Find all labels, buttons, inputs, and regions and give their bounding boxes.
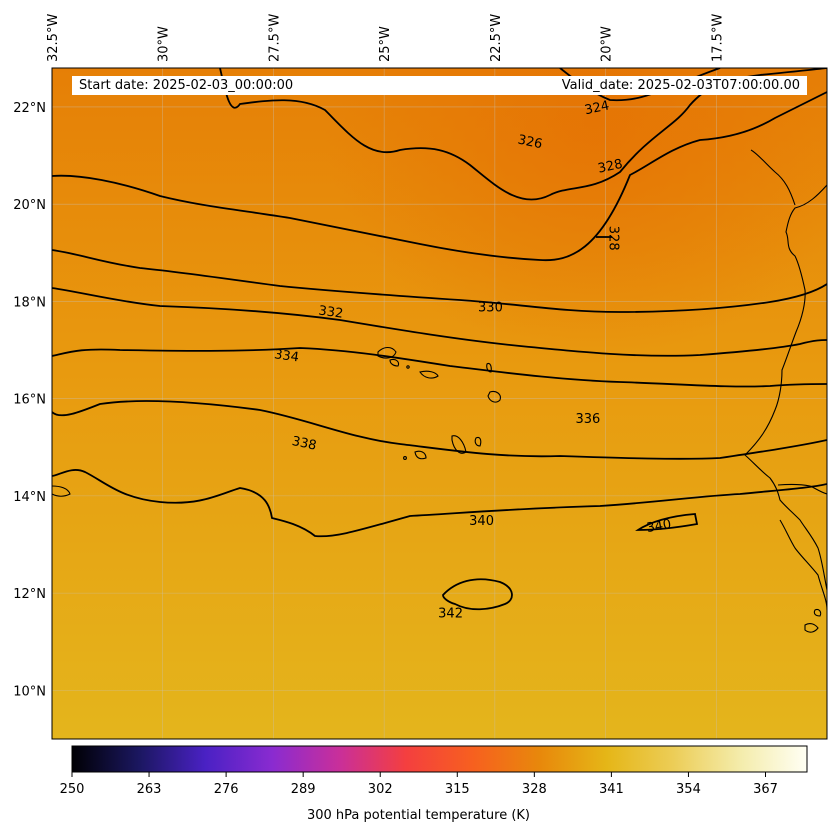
contour-label-text-9: 340 [469,514,494,529]
contour-label-10: 340 [645,517,672,536]
guinea-coast-detail [779,519,827,611]
contour-label-11: 342 [438,607,463,622]
contour-lines [52,68,827,611]
contour-336 [52,400,827,460]
contour-label-text-6: 334 [273,347,300,365]
colorbar-label: 300 hPa potential temperature (K) [306,808,530,823]
contour-label-text-1: 326 [516,132,543,152]
colorbar-tick-label-5: 315 [445,782,470,797]
contour-label-9: 340 [469,514,494,529]
contour-label-text-11: 342 [438,607,463,622]
colorbar-tick-label-9: 367 [753,782,778,797]
latitude-tick-labels: 22°N 20°N 18°N 16°N 14°N 12°N 10°N [13,101,46,699]
island-santiago [487,390,501,403]
contour-label-text-7: 336 [575,412,600,427]
island-sao-nicolau [389,358,400,367]
contour-label-text-8: 338 [290,434,317,454]
senegal-coast-detail [777,483,827,495]
lon-tick-label-1: 30°W [157,26,172,62]
colorbar: 250 263 276 289 302 315 328 341 354 367 [60,745,808,797]
coastlines [52,149,827,633]
bijagos-islands [804,608,822,633]
contour-label-3: 328 [605,226,620,251]
map-area: 324 326 328 328 330 332 334 336 338 340 340 342 [51,67,828,740]
contour-328 [52,91,827,262]
colorbar-tick-label-2: 276 [214,782,239,797]
contour-342-closed [442,578,513,611]
colorbar-tick-label-6: 328 [522,782,547,797]
colorbar-tick-label-0: 250 [60,782,85,797]
contour-label-text-5: 332 [317,303,344,321]
island-west [52,485,71,497]
mauritania-coast-detail [750,149,796,206]
longitude-tick-labels: 32.5°W 30°W 27.5°W 25°W 22.5°W 20°W 17.5°W [46,14,725,62]
contour-labels: 324 326 328 328 330 332 334 336 338 340 340 342 [273,98,672,622]
colorbar-tick-label-1: 263 [137,782,162,797]
lon-tick-label-3: 25°W [378,26,393,62]
island-sal [377,346,397,359]
west-africa-coastline [744,184,827,591]
island-brava [474,436,482,447]
date-header: Start date: 2025-02-03_00:00:00 Valid_da… [72,76,807,95]
island-boa-vista [419,370,439,379]
temperature-maximum-region [52,68,827,739]
contour-label-6: 334 [273,347,300,365]
lat-tick-label-2: 18°N [13,295,46,310]
contour-334 [52,347,827,388]
colorbar-tick-label-7: 341 [599,782,624,797]
island-santo-antao [414,450,427,460]
contour-label-5: 332 [317,303,344,321]
contour-label-7: 336 [575,412,600,427]
lon-tick-label-4: 22.5°W [489,14,504,62]
lat-tick-label-3: 16°N [13,393,46,408]
colorbar-tick-label-4: 302 [368,782,393,797]
map-frame [51,67,828,740]
contour-label-2: 328 [597,157,624,177]
lon-tick-label-6: 17.5°W [710,14,725,62]
contour-330 [52,249,827,313]
contour-label-1: 326 [516,132,543,152]
contour-label-text-2: 328 [597,157,624,177]
lat-tick-label-4: 14°N [13,490,46,505]
island-maio [486,362,492,373]
island-fogo [451,435,467,454]
lat-tick-label-0: 22°N [13,101,46,116]
contour-label-4: 330 [478,300,503,315]
contour-label-text-10: 340 [645,517,672,536]
colorbar-ticks: 250 263 276 289 302 315 328 341 354 367 [60,772,778,797]
contour-label-text-4: 330 [478,300,503,315]
start-date-label: Start date: 2025-02-03_00:00:00 [79,78,294,93]
contour-label-0: 324 [583,98,610,118]
island-small [403,456,407,460]
island-small-2 [406,365,410,369]
colorbar-tick-label-8: 354 [676,782,701,797]
lat-tick-label-6: 10°N [13,684,46,699]
contour-label-8: 338 [290,434,317,454]
colorbar-tick-label-3: 289 [291,782,316,797]
lon-tick-label-5: 20°W [600,26,615,62]
contour-340 [52,469,827,538]
valid-date-label: Valid_date: 2025-02-03T07:00:00.00 [561,78,800,93]
colorbar-gradient [71,745,808,773]
contour-340-closed [635,513,699,531]
lat-tick-label-5: 12°N [13,587,46,602]
contour-label-text-3: 328 [605,226,620,251]
lat-tick-label-1: 20°N [13,198,46,213]
lon-tick-label-2: 27.5°W [267,14,282,62]
contour-label-text-0: 324 [583,98,610,118]
lon-tick-label-0: 32.5°W [46,14,61,62]
gridlines [52,68,827,739]
contour-332 [52,287,827,357]
